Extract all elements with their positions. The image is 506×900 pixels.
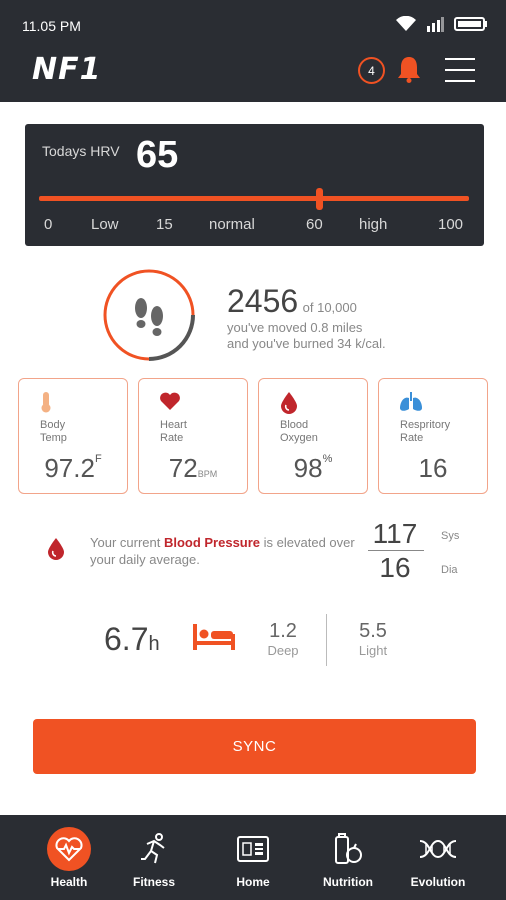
vital-label: Body Temp	[40, 419, 67, 444]
bp-systolic-value: 117	[372, 518, 418, 549]
bottom-nav: Health Fitness Home	[0, 815, 506, 900]
hrv-label: Todays HRV	[42, 143, 120, 159]
vital-card-body-temp[interactable]: Body Temp 97.2F	[18, 378, 128, 494]
status-icons	[396, 16, 488, 32]
hrv-slider-track	[39, 196, 469, 201]
sleep-light-value: 5.5	[359, 620, 387, 642]
bell-icon[interactable]	[397, 55, 421, 83]
blood-pressure-highlight: Blood Pressure	[163, 535, 261, 550]
wifi-icon	[396, 16, 416, 31]
runner-icon	[141, 833, 165, 864]
footprints-icon	[135, 298, 163, 336]
bp-diastolic-value: 16	[379, 552, 411, 583]
steps-count: 2456	[227, 283, 299, 319]
hrv-panel: Todays HRV 65 0 Low 15 normal 60 high 10…	[25, 124, 484, 246]
nav-item-health[interactable]: Health	[24, 815, 114, 900]
sleep-total: 6.7h	[104, 621, 160, 657]
nav-item-fitness[interactable]: Fitness	[109, 815, 199, 900]
vital-value: 97.2F	[44, 453, 102, 483]
app-logo: NF1	[32, 52, 102, 87]
sleep-deep: 1.2 Deep	[262, 620, 304, 658]
vital-card-heart-rate[interactable]: Heart Rate 72BPM	[138, 378, 248, 494]
nav-label: Evolution	[410, 875, 466, 889]
heart-pulse-icon	[55, 837, 83, 862]
sleep-light: 5.5 Light	[352, 620, 394, 658]
hrv-tick: 60	[306, 216, 323, 233]
vital-label: Blood Oxygen	[280, 419, 318, 444]
notification-count-badge[interactable]: 4	[358, 57, 385, 84]
sleep-light-label: Light	[358, 643, 388, 658]
sleep-deep-value: 1.2	[269, 620, 297, 642]
app-bar: NF1 4	[0, 44, 506, 102]
bed-icon	[193, 624, 235, 650]
hrv-tick: normal	[209, 216, 255, 233]
dna-icon	[419, 839, 457, 859]
nav-label: Nutrition	[323, 875, 373, 889]
thermometer-icon	[41, 392, 51, 413]
steps-summary: 2456 of 10,000 you've moved 0.8 miles an…	[227, 283, 386, 352]
signal-icon	[427, 17, 444, 32]
battery-icon	[454, 17, 487, 31]
heart-icon	[160, 392, 180, 410]
vital-value: 98%	[293, 453, 333, 483]
sleep-deep-label: Deep	[267, 643, 299, 658]
blood-drop-icon	[48, 538, 64, 560]
vital-value: 72BPM	[168, 453, 218, 483]
vital-value: 16	[418, 453, 448, 483]
sleep-divider	[326, 614, 327, 666]
nav-label: Health	[50, 875, 88, 889]
hrv-tick: 0	[44, 216, 53, 233]
vital-label: Heart Rate	[160, 419, 187, 444]
hrv-tick: 100	[438, 216, 464, 233]
dashboard-icon	[237, 836, 269, 862]
vital-card-blood-oxygen[interactable]: Blood Oxygen 98%	[258, 378, 368, 494]
sync-button[interactable]: SYNC	[33, 719, 476, 774]
bp-systolic-label: Sys	[441, 530, 460, 542]
lungs-icon	[400, 392, 422, 411]
hamburger-menu-icon[interactable]	[445, 58, 475, 82]
steps-progress-ring	[103, 269, 195, 361]
status-time: 11.05 PM	[22, 18, 81, 34]
blood-pressure-message: Your current Blood Pressure is elevated …	[90, 535, 355, 567]
bp-divider	[368, 550, 424, 551]
steps-calories: and you've burned 34 k/cal.	[227, 336, 386, 351]
nav-item-evolution[interactable]: Evolution	[393, 815, 483, 900]
vital-card-respiratory-rate[interactable]: Respritory Rate 16	[378, 378, 488, 494]
nav-label: Home	[236, 875, 270, 889]
food-icon	[335, 833, 362, 864]
hrv-tick: Low	[91, 216, 119, 233]
steps-goal: of 10,000	[302, 300, 357, 315]
vital-label: Respritory Rate	[400, 419, 451, 444]
nav-label: Fitness	[132, 875, 175, 889]
hrv-value: 65	[136, 134, 179, 176]
steps-distance: you've moved 0.8 miles	[227, 320, 363, 335]
hrv-tick: 15	[156, 216, 173, 233]
blood-drop-icon	[281, 392, 297, 414]
hrv-slider-thumb	[315, 188, 323, 210]
status-bar: 11.05 PM	[0, 0, 506, 44]
nav-item-nutrition[interactable]: Nutrition	[303, 815, 393, 900]
nav-item-home[interactable]: Home	[208, 815, 298, 900]
bp-diastolic-label: Dia	[441, 564, 458, 576]
hrv-tick: high	[359, 216, 388, 233]
